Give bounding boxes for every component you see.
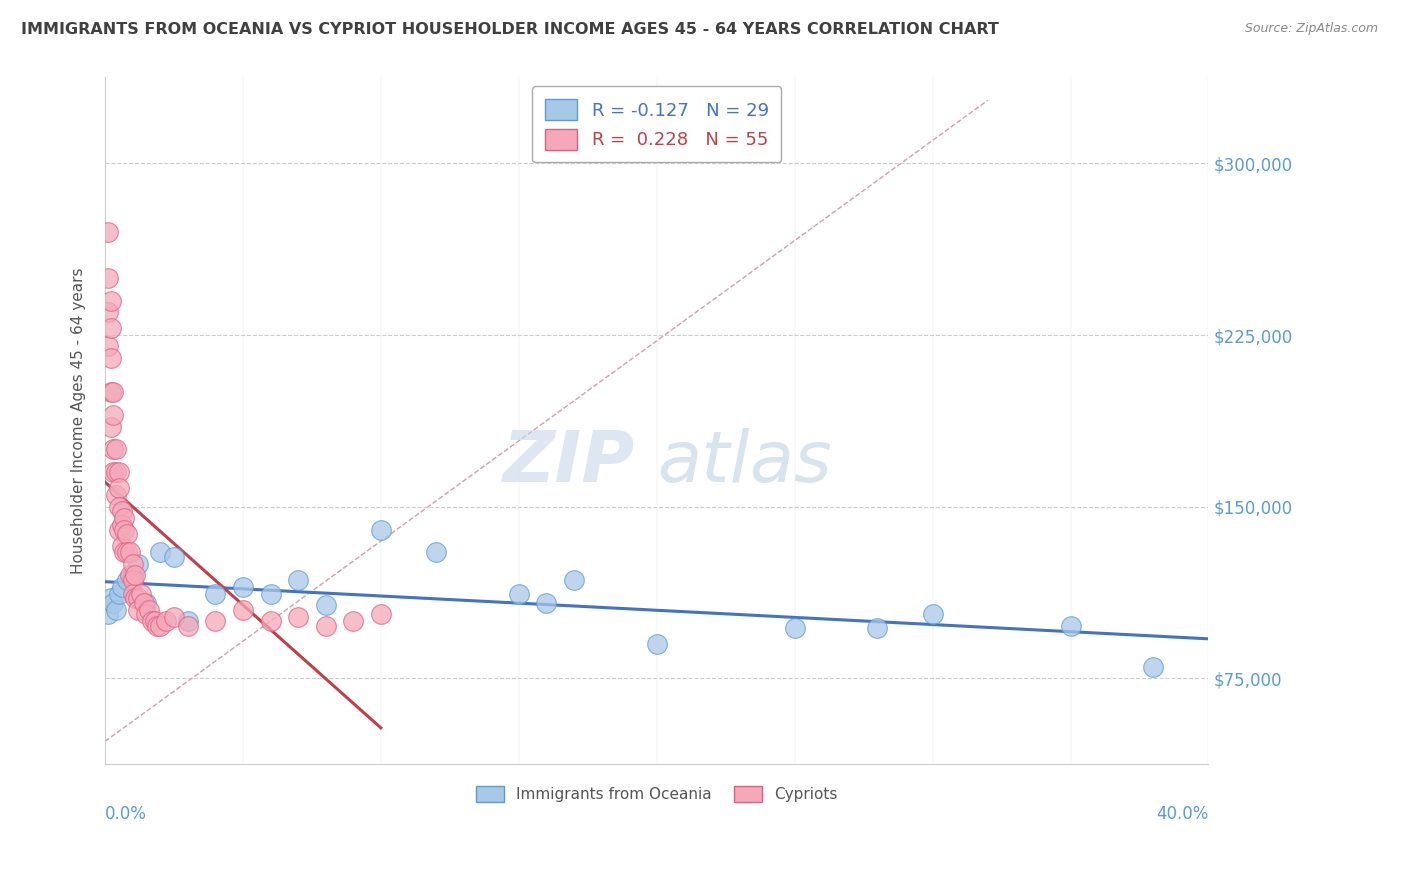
Point	[97, 305, 120, 319]
Point	[127, 557, 149, 571]
Point	[315, 598, 337, 612]
Text: IMMIGRANTS FROM OCEANIA VS CYPRIOT HOUSEHOLDER INCOME AGES 45 - 64 YEARS CORRELA: IMMIGRANTS FROM OCEANIA VS CYPRIOT HOUSE…	[21, 22, 1000, 37]
Point	[97, 225, 120, 239]
Point	[121, 587, 143, 601]
Point	[129, 587, 152, 601]
Point	[315, 619, 337, 633]
Point	[1142, 660, 1164, 674]
Point	[645, 637, 668, 651]
Point	[508, 587, 530, 601]
Point	[105, 603, 128, 617]
Point	[259, 614, 281, 628]
Point	[107, 482, 129, 496]
Point	[118, 568, 141, 582]
Point	[155, 614, 177, 628]
Point	[146, 619, 169, 633]
Point	[204, 587, 226, 601]
Point	[107, 523, 129, 537]
Text: Source: ZipAtlas.com: Source: ZipAtlas.com	[1244, 22, 1378, 36]
Point	[97, 607, 120, 622]
Point	[232, 603, 254, 617]
Point	[103, 442, 125, 457]
Text: ZIP: ZIP	[502, 427, 634, 497]
Point	[103, 466, 125, 480]
Point	[100, 321, 122, 335]
Point	[100, 591, 122, 606]
Point	[110, 580, 132, 594]
Point	[100, 351, 122, 365]
Point	[127, 591, 149, 606]
Point	[105, 466, 128, 480]
Point	[112, 545, 135, 559]
Point	[132, 596, 155, 610]
Point	[107, 466, 129, 480]
Point	[100, 385, 122, 400]
Point	[163, 609, 186, 624]
Point	[100, 293, 122, 308]
Text: atlas: atlas	[657, 427, 831, 497]
Legend: Immigrants from Oceania, Cypriots: Immigrants from Oceania, Cypriots	[470, 780, 844, 808]
Point	[149, 619, 172, 633]
Point	[110, 539, 132, 553]
Point	[135, 596, 157, 610]
Point	[141, 614, 163, 628]
Point	[115, 545, 138, 559]
Point	[103, 596, 125, 610]
Point	[107, 587, 129, 601]
Point	[232, 580, 254, 594]
Point	[97, 339, 120, 353]
Point	[124, 591, 146, 606]
Point	[259, 587, 281, 601]
Point	[425, 545, 447, 559]
Text: 40.0%: 40.0%	[1156, 805, 1209, 823]
Point	[1059, 619, 1081, 633]
Point	[135, 607, 157, 622]
Point	[562, 573, 585, 587]
Y-axis label: Householder Income Ages 45 - 64 years: Householder Income Ages 45 - 64 years	[72, 268, 86, 574]
Point	[115, 573, 138, 587]
Point	[127, 603, 149, 617]
Point	[107, 500, 129, 514]
Point	[121, 573, 143, 587]
Point	[115, 527, 138, 541]
Point	[118, 545, 141, 559]
Point	[97, 270, 120, 285]
Point	[124, 568, 146, 582]
Point	[105, 488, 128, 502]
Text: 0.0%: 0.0%	[105, 805, 146, 823]
Point	[103, 408, 125, 422]
Point	[866, 621, 889, 635]
Point	[163, 550, 186, 565]
Point	[110, 518, 132, 533]
Point	[370, 607, 392, 622]
Point	[138, 603, 160, 617]
Point	[177, 619, 200, 633]
Point	[287, 573, 309, 587]
Point	[177, 614, 200, 628]
Point	[143, 614, 166, 628]
Point	[112, 511, 135, 525]
Point	[105, 442, 128, 457]
Point	[112, 523, 135, 537]
Point	[121, 557, 143, 571]
Point	[536, 596, 558, 610]
Point	[103, 385, 125, 400]
Point	[342, 614, 364, 628]
Point	[149, 545, 172, 559]
Point	[110, 504, 132, 518]
Point	[921, 607, 943, 622]
Point	[783, 621, 806, 635]
Point	[121, 568, 143, 582]
Point	[100, 419, 122, 434]
Point	[287, 609, 309, 624]
Point	[204, 614, 226, 628]
Point	[370, 523, 392, 537]
